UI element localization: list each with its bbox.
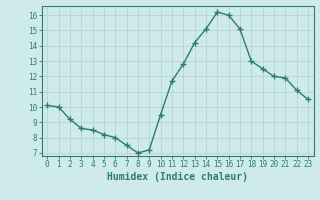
X-axis label: Humidex (Indice chaleur): Humidex (Indice chaleur) xyxy=(107,172,248,182)
